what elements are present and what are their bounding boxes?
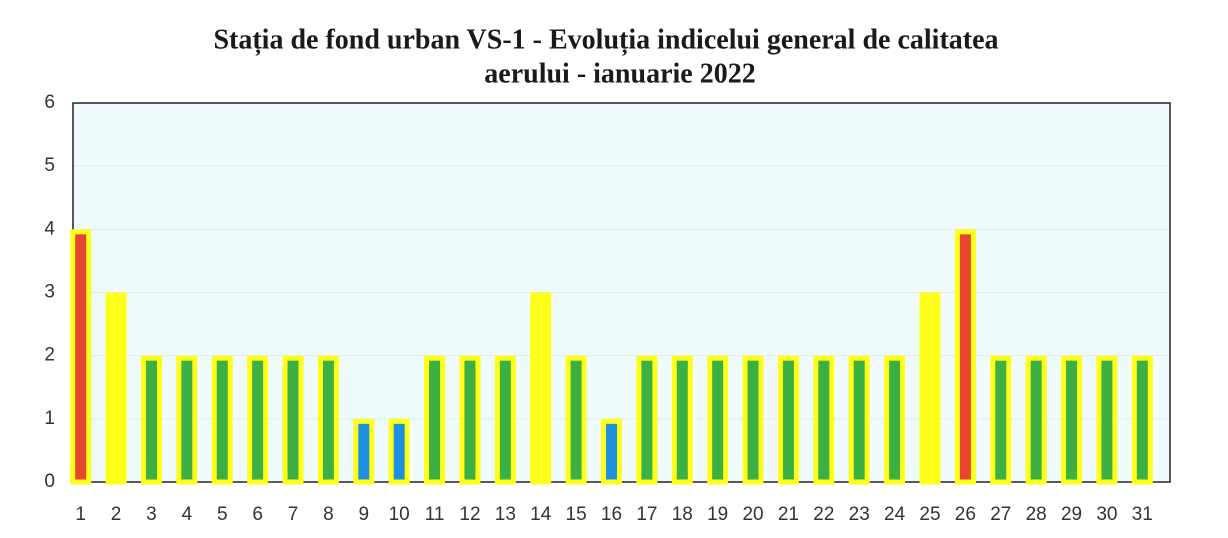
x-tick-label: 4 <box>182 504 193 525</box>
x-tick-label: 31 <box>1132 504 1153 525</box>
bar <box>777 355 799 485</box>
bar <box>317 355 339 485</box>
y-tick-label: 0 <box>44 471 55 492</box>
bar <box>353 418 375 485</box>
x-tick-label: 20 <box>742 504 763 525</box>
bar <box>848 355 870 485</box>
bar <box>105 292 127 485</box>
y-tick-label: 1 <box>44 408 55 429</box>
x-tick-label: 13 <box>495 504 516 525</box>
bar <box>671 355 693 485</box>
x-tick-label: 12 <box>459 504 480 525</box>
x-tick-label: 16 <box>601 504 622 525</box>
x-tick-label: 22 <box>813 504 834 525</box>
x-tick-label: 24 <box>884 504 906 525</box>
x-tick-label: 5 <box>217 504 228 525</box>
bar <box>813 355 835 485</box>
x-tick-label: 17 <box>636 504 657 525</box>
bar <box>601 418 622 485</box>
bar <box>494 355 516 485</box>
x-tick-label: 25 <box>919 504 940 525</box>
x-tick-label: 7 <box>288 504 299 525</box>
x-tick-label: 28 <box>1026 504 1047 525</box>
y-tick-label: 6 <box>44 92 55 113</box>
bar <box>884 355 906 485</box>
x-tick-label: 9 <box>359 504 370 525</box>
bar <box>424 355 446 485</box>
x-tick-label: 27 <box>990 504 1011 525</box>
bar <box>211 355 233 485</box>
bar <box>707 355 729 485</box>
x-tick-label: 19 <box>707 504 728 525</box>
x-tick-label: 30 <box>1096 504 1117 525</box>
y-tick-label: 5 <box>44 155 55 176</box>
bar <box>1025 355 1047 485</box>
x-tick-label: 23 <box>849 504 870 525</box>
x-tick-label: 1 <box>75 504 86 525</box>
bar <box>954 229 976 485</box>
bar <box>1061 355 1083 485</box>
x-tick-label: 29 <box>1061 504 1082 525</box>
bar <box>990 355 1012 485</box>
bar <box>565 355 587 485</box>
x-tick-label: 6 <box>252 504 263 525</box>
x-tick-label: 18 <box>672 504 693 525</box>
x-tick-label: 11 <box>425 504 445 525</box>
x-tick-label: 2 <box>111 504 122 525</box>
bar <box>70 229 92 485</box>
bar <box>282 355 304 485</box>
bar <box>742 355 764 485</box>
x-tick-label: 3 <box>146 504 157 525</box>
bar <box>1131 355 1153 485</box>
chart-title: Stația de fond urban VS-1 - Evoluția ind… <box>213 24 998 55</box>
x-tick-label: 8 <box>323 504 334 525</box>
y-tick-label: 4 <box>44 218 55 239</box>
x-tick-label: 21 <box>778 504 799 525</box>
x-tick-label: 10 <box>389 504 410 525</box>
bar <box>1096 355 1118 485</box>
bar <box>176 355 198 485</box>
bar <box>919 292 941 485</box>
bar <box>636 355 658 485</box>
x-tick-label: 26 <box>955 504 976 525</box>
bar <box>530 292 552 485</box>
bar <box>459 355 481 485</box>
x-tick-label: 14 <box>530 504 552 525</box>
y-tick-label: 2 <box>44 345 55 366</box>
bar <box>247 355 269 485</box>
bar <box>140 355 162 485</box>
bar <box>388 418 410 485</box>
x-tick-label: 15 <box>566 504 587 525</box>
y-tick-label: 3 <box>44 282 55 303</box>
chart-title: aerului - ianuarie 2022 <box>484 58 755 89</box>
